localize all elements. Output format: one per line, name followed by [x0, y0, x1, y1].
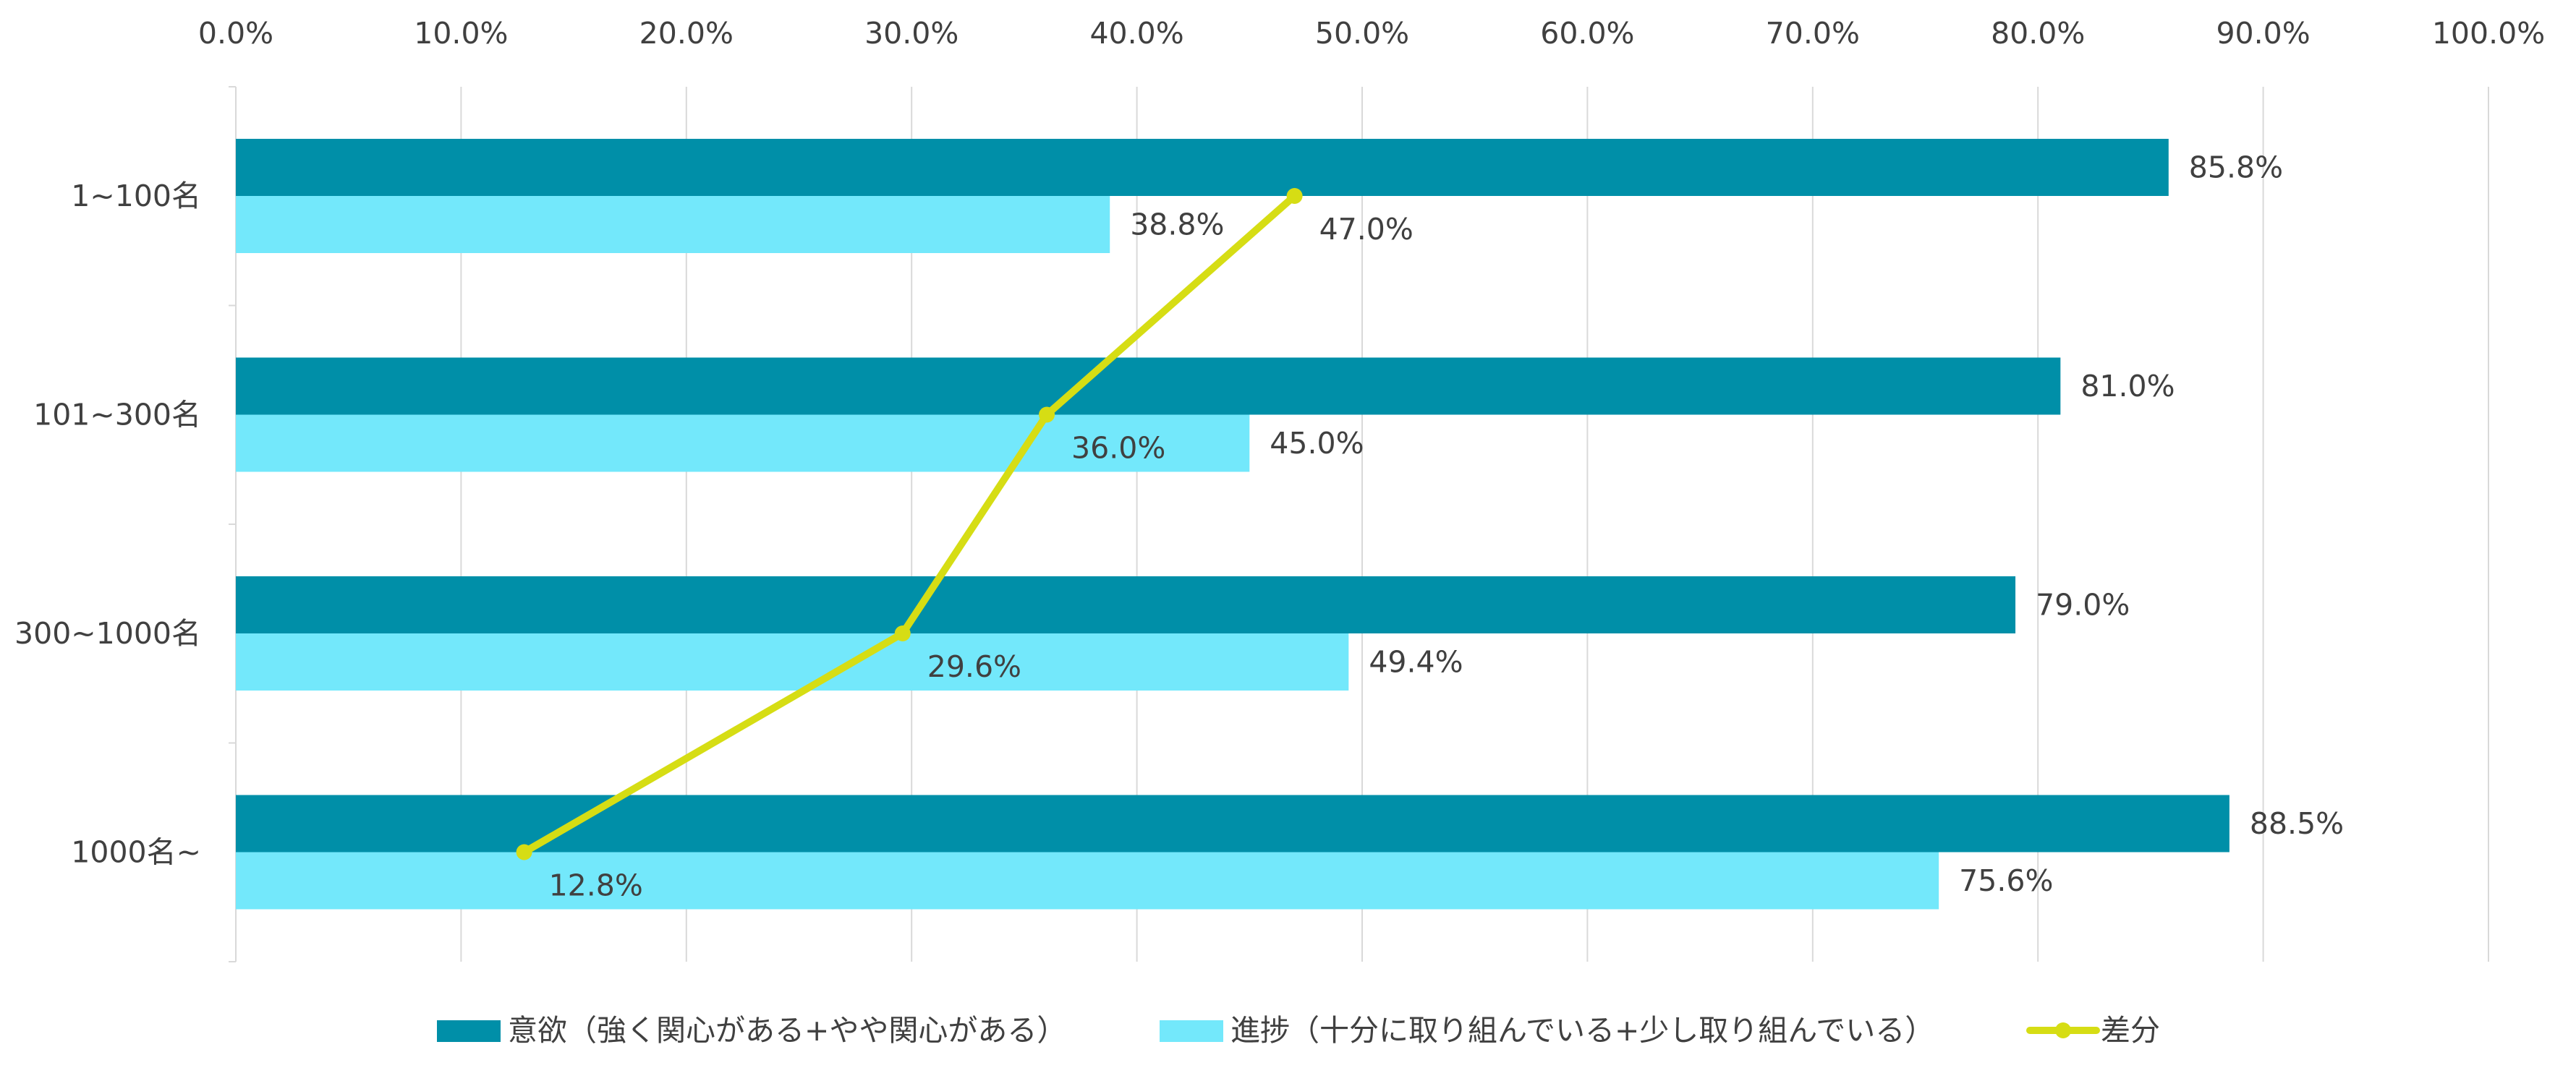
bar-data-label: 49.4% — [1369, 645, 1463, 680]
diff-data-label: 36.0% — [1071, 431, 1165, 466]
x-tick-label: 50.0% — [1315, 16, 1409, 51]
category-labels: 1~100名 101~300名 300~1000名 1000名~ — [14, 179, 201, 870]
category-label: 101~300名 — [33, 398, 201, 432]
bar-motivation — [236, 357, 2061, 415]
x-tick-label: 20.0% — [639, 16, 734, 51]
diff-point — [516, 844, 532, 860]
bar-progress — [236, 196, 1110, 253]
bar-data-label: 88.5% — [2250, 806, 2344, 841]
bar-progress — [236, 852, 1939, 910]
x-tick-label: 0.0% — [198, 16, 273, 51]
diff-point — [1039, 406, 1055, 423]
category-label: 1000名~ — [71, 835, 201, 870]
x-axis-ticks: 0.0% 10.0% 20.0% 30.0% 40.0% 50.0% 60.0% 70.0% 8… — [198, 16, 2545, 51]
bar-motivation — [236, 576, 2016, 633]
bar-data-label: 85.8% — [2189, 150, 2283, 185]
x-tick-label: 80.0% — [1991, 16, 2085, 51]
legend-swatch — [1160, 1020, 1223, 1042]
legend-label: 意欲（強く関心がある+やや関心がある） — [508, 1013, 1066, 1048]
bar-data-label: 45.0% — [1270, 426, 1364, 461]
x-tick-label: 90.0% — [2216, 16, 2310, 51]
x-tick-label: 40.0% — [1089, 16, 1183, 51]
diff-line: 47.0% 36.0% 29.6% 12.8% — [516, 188, 1414, 903]
bar-progress — [236, 414, 1250, 472]
category-label: 300~1000名 — [14, 616, 201, 651]
bar-data-label: 79.0% — [2036, 588, 2130, 623]
x-tick-label: 60.0% — [1540, 16, 1634, 51]
diff-data-label: 29.6% — [927, 649, 1021, 684]
category-label: 1~100名 — [71, 179, 201, 213]
bar-data-label: 38.8% — [1130, 208, 1224, 242]
x-tick-label: 100.0% — [2432, 16, 2545, 51]
x-tick-label: 70.0% — [1766, 16, 1860, 51]
bar-data-label: 75.6% — [1959, 863, 2053, 898]
y-axis — [229, 86, 237, 962]
legend-label: 進捗（十分に取り組んでいる+少し取り組んでいる） — [1230, 1013, 1934, 1048]
legend-label: 差分 — [2101, 1013, 2160, 1048]
legend-line-marker — [2055, 1022, 2071, 1038]
diff-point — [1286, 188, 1303, 204]
legend: 意欲（強く関心がある+やや関心がある） 進捗（十分に取り組んでいる+少し取り組んで… — [437, 1013, 2160, 1048]
diff-data-label: 12.8% — [549, 868, 643, 903]
diff-point — [894, 625, 911, 641]
bar-progress — [236, 633, 1349, 691]
x-tick-label: 10.0% — [414, 16, 508, 51]
bar-data-labels: 85.8% 81.0% 79.0% 88.5% 38.8% 45.0% 49.4% 75.6% — [1130, 150, 2344, 899]
bars — [236, 139, 2229, 910]
bar-data-label: 81.0% — [2080, 369, 2175, 403]
bar-motivation — [236, 139, 2169, 196]
diff-data-label: 47.0% — [1319, 212, 1414, 247]
diff-line-path — [520, 192, 1298, 856]
x-tick-label: 30.0% — [864, 16, 958, 51]
legend-swatch — [437, 1020, 501, 1042]
